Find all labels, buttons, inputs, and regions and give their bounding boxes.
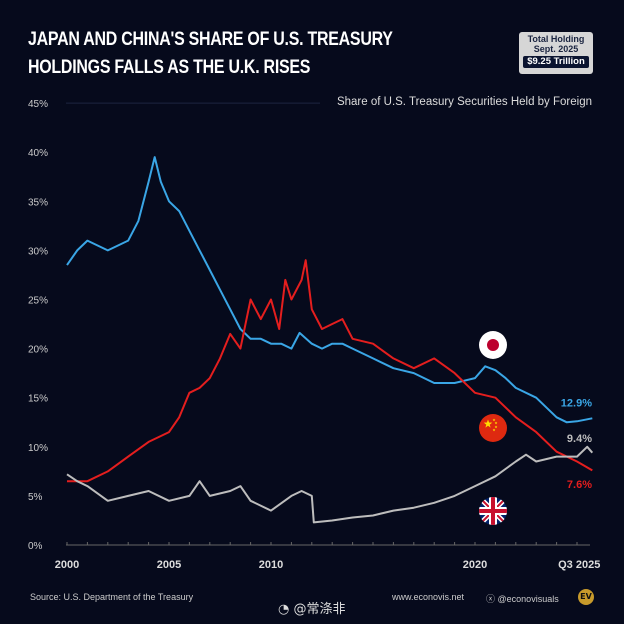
y-tick-label: 20% bbox=[28, 345, 48, 356]
flag-body bbox=[479, 331, 507, 359]
social-text: @econovisuals bbox=[497, 594, 559, 604]
econovis-logo: EV bbox=[578, 589, 594, 605]
x-tick-label: 2005 bbox=[157, 559, 181, 571]
badge-value: $9.25 Trillion bbox=[523, 56, 589, 68]
y-tick-label: 40% bbox=[28, 148, 48, 159]
title-line-2: HOLDINGS FALLS AS THE U.K. RISES bbox=[28, 57, 311, 78]
total-holding-badge: Total Holding Sept. 2025 $9.25 Trillion bbox=[519, 32, 593, 74]
badge-date: Sept. 2025 bbox=[533, 44, 579, 54]
flag-disc bbox=[487, 339, 499, 351]
watermark: ◔ @常涤非 bbox=[278, 598, 346, 617]
social-handle: ⓧ @econovisuals bbox=[486, 592, 559, 605]
flag-body bbox=[479, 414, 507, 442]
x-tick-label: Q3 2025 bbox=[558, 559, 600, 571]
flag-body bbox=[479, 497, 507, 525]
chart-title: JAPAN AND CHINA'S SHARE OF U.S. TREASURY… bbox=[28, 26, 393, 82]
end-value-label-japan: 12.9% bbox=[561, 398, 592, 410]
y-tick-label: 0% bbox=[28, 541, 43, 552]
flag-star bbox=[483, 419, 493, 428]
chart-subtitle: Share of U.S. Treasury Securities Held b… bbox=[336, 96, 592, 108]
flag-small-star bbox=[492, 418, 496, 422]
y-tick-label: 5% bbox=[28, 492, 43, 503]
weibo-icon: ◔ bbox=[278, 602, 290, 617]
watermark-text: @常涤非 bbox=[293, 602, 346, 617]
flag-small-star bbox=[492, 428, 496, 432]
flag-cross-red bbox=[479, 497, 507, 525]
flag-uk-icon bbox=[479, 497, 507, 525]
x-tick-label: 2010 bbox=[259, 559, 283, 571]
flag-small-star bbox=[494, 421, 498, 425]
y-tick-label: 25% bbox=[28, 296, 48, 307]
flag-japan-icon bbox=[479, 331, 507, 359]
y-tick-label: 10% bbox=[28, 443, 48, 454]
title-line-1: JAPAN AND CHINA'S SHARE OF U.S. TREASURY bbox=[28, 29, 393, 50]
x-icon: ⓧ bbox=[486, 594, 496, 604]
series-line-uk bbox=[66, 445, 594, 524]
y-tick-label: 30% bbox=[28, 246, 48, 257]
y-tick-label: 45% bbox=[28, 99, 48, 110]
flag-small-star bbox=[494, 425, 498, 429]
series-line-china bbox=[67, 259, 593, 483]
end-value-label-china: 7.6% bbox=[567, 479, 592, 491]
website-text: www.econovis.net bbox=[392, 592, 465, 602]
x-tick-label: 2020 bbox=[463, 559, 487, 571]
series-line-japan bbox=[66, 156, 593, 424]
flag-field bbox=[479, 414, 507, 442]
y-tick-label: 35% bbox=[28, 197, 48, 208]
badge-label: Total Holding bbox=[527, 34, 585, 44]
y-tick-label: 15% bbox=[28, 394, 48, 405]
flag-china-icon bbox=[479, 414, 507, 442]
end-value-label-uk: 9.4% bbox=[567, 433, 592, 445]
source-text: Source: U.S. Department of the Treasury bbox=[30, 592, 194, 602]
x-tick-label: 2000 bbox=[55, 559, 79, 571]
